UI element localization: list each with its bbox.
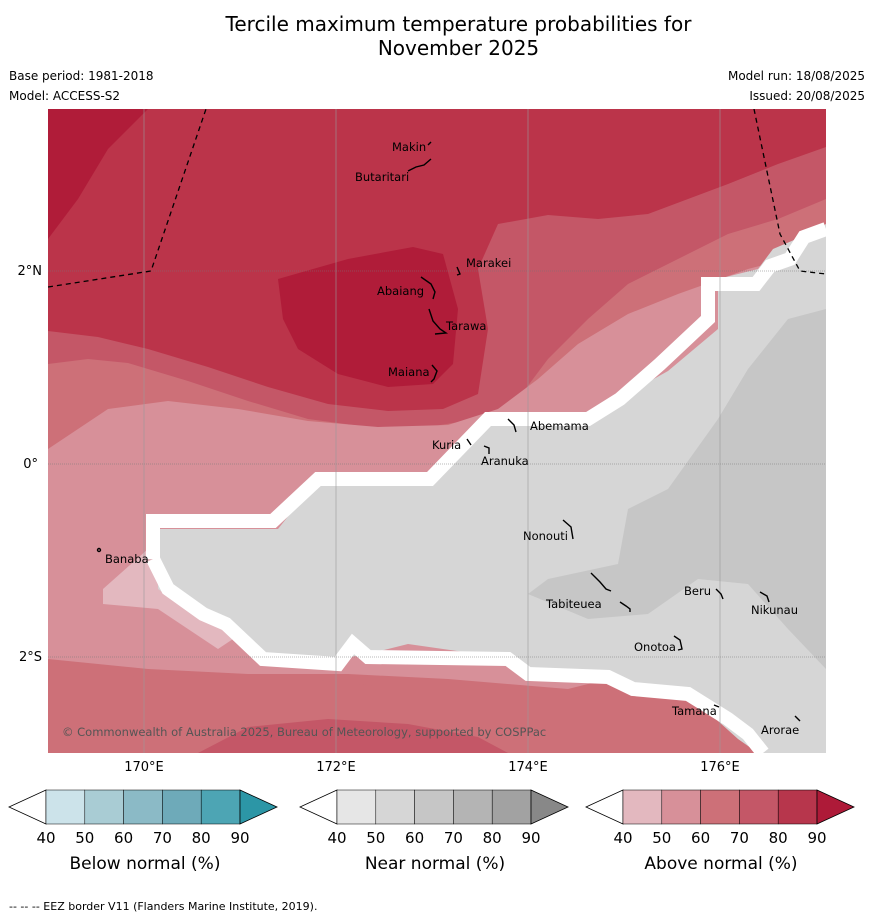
colorbar-segment <box>491 789 532 825</box>
colorbar-segment <box>661 789 701 825</box>
islands <box>96 141 801 722</box>
colorbar-segment <box>453 789 493 825</box>
model-name: Model: ACCESS-S2 <box>9 89 121 103</box>
colorbar-tick-label: 70 <box>443 829 463 847</box>
colorbar-tick-label: 60 <box>114 829 134 847</box>
band-above-bottom-60-70 <box>48 674 608 753</box>
colorbar-tick-label: 60 <box>691 829 711 847</box>
place-butaritari: Butaritari <box>355 170 409 184</box>
place-nikunau: Nikunau <box>751 603 798 617</box>
colorbar-title-above: Above normal (%) <box>644 854 798 874</box>
probability-map: Makin Butaritari Marakei Abaiang Tarawa … <box>48 109 826 753</box>
model-run: Model run: 18/08/2025 <box>727 69 865 83</box>
place-maiana: Maiana <box>388 365 430 379</box>
colorbar-below <box>8 789 278 825</box>
place-kuria: Kuria <box>432 438 461 452</box>
eez-legend-footer: -- -- -- EEZ border V11 (Flanders Marine… <box>9 900 318 913</box>
colorbar-tick-label: 80 <box>768 829 788 847</box>
colorbar-segment <box>200 789 241 825</box>
place-marakei: Marakei <box>466 256 511 270</box>
place-beru: Beru <box>684 584 711 598</box>
colorbar-arrow-low <box>299 789 338 825</box>
meridians <box>143 109 721 753</box>
lon-label-176: 176°E <box>700 760 740 775</box>
colorbar-tick-label: 80 <box>482 829 502 847</box>
lat-label-2n: 2°N <box>17 264 43 279</box>
colorbar-arrow-low <box>8 789 47 825</box>
eez-border <box>48 109 826 288</box>
place-abaiang: Abaiang <box>377 284 424 298</box>
place-abemama: Abemama <box>530 419 589 433</box>
colorbar-tick-label: 50 <box>366 829 386 847</box>
place-tabiteuea: Tabiteuea <box>545 597 602 611</box>
place-aranuka: Aranuka <box>481 454 529 468</box>
colorbar-tick-label: 40 <box>613 829 633 847</box>
colorbar-tick-label: 50 <box>652 829 672 847</box>
colorbar-segment <box>336 789 377 825</box>
colorbar-segment <box>375 789 415 825</box>
colorbar-arrow-low <box>585 789 624 825</box>
white-contour-band <box>146 222 826 559</box>
copyright-notice: © Commonwealth of Australia 2025, Bureau… <box>62 725 546 739</box>
colorbar-arrow-high <box>530 789 569 825</box>
place-tamana: Tamana <box>671 704 717 718</box>
place-arorae: Arorae <box>761 723 799 737</box>
colorbar-segment <box>777 789 818 825</box>
colorbar-above <box>585 789 855 825</box>
place-banaba: Banaba <box>105 552 149 566</box>
colorbar-near <box>299 789 569 825</box>
gridlines <box>48 270 826 658</box>
colorbar-segment <box>739 789 779 825</box>
band-above-90-centre <box>278 247 458 387</box>
lat-label-0: 0° <box>23 457 38 472</box>
colorbar-segment <box>700 789 740 825</box>
lon-label-174: 174°E <box>508 760 548 775</box>
colorbar-tick-label: 80 <box>191 829 211 847</box>
white-contour-band-lower <box>146 555 769 753</box>
colorbar-tick-label: 50 <box>75 829 95 847</box>
colorbar-segment <box>162 789 202 825</box>
place-tarawa: Tarawa <box>445 319 486 333</box>
lat-label-2s: 2°S <box>18 650 42 665</box>
colorbar-tick-label: 60 <box>405 829 425 847</box>
base-period: Base period: 1981-2018 <box>9 69 154 83</box>
colorbar-title-below: Below normal (%) <box>69 854 221 874</box>
map-title-line2: November 2025 <box>377 36 540 60</box>
colorbar-segment <box>414 789 454 825</box>
colorbar-arrow-high <box>239 789 278 825</box>
place-labels: Makin Butaritari Marakei Abaiang Tarawa … <box>105 140 799 737</box>
band-near-normal-60-70 <box>528 309 826 669</box>
issued-date: Issued: 20/08/2025 <box>749 89 865 103</box>
meta-left: Base period: 1981-2018 Model: ACCESS-S2 <box>9 68 154 104</box>
colorbar-tick-label: 90 <box>807 829 827 847</box>
colorbar-segment <box>123 789 163 825</box>
colorbar-tick-label: 90 <box>230 829 250 847</box>
band-above-90-top <box>48 109 148 239</box>
place-makin: Makin <box>392 140 426 154</box>
map-title-line1: Tercile maximum temperature probabilitie… <box>225 12 692 36</box>
colorbar-title-near: Near normal (%) <box>364 854 506 874</box>
colorbar-arrow-high <box>816 789 855 825</box>
meta-right: Model run: 18/08/2025 Issued: 20/08/2025 <box>728 68 865 104</box>
colorbar-tick-label: 40 <box>36 829 56 847</box>
colorbar-tick-label: 70 <box>729 829 749 847</box>
lon-label-170: 170°E <box>124 760 164 775</box>
band-near-normal <box>158 224 826 753</box>
lon-label-172: 172°E <box>316 760 356 775</box>
colorbar-segment <box>84 789 124 825</box>
map-title: Tercile maximum temperature probabilitie… <box>0 12 873 60</box>
colorbar-segment <box>45 789 86 825</box>
colorbar-tick-label: 70 <box>152 829 172 847</box>
place-onotoa: Onotoa <box>634 640 676 654</box>
band-above-bottom-70-80 <box>198 719 508 753</box>
colorbar-tick-label: 90 <box>521 829 541 847</box>
colorbar-tick-label: 40 <box>327 829 347 847</box>
place-nonouti: Nonouti <box>523 529 568 543</box>
colorbar-segment <box>622 789 663 825</box>
